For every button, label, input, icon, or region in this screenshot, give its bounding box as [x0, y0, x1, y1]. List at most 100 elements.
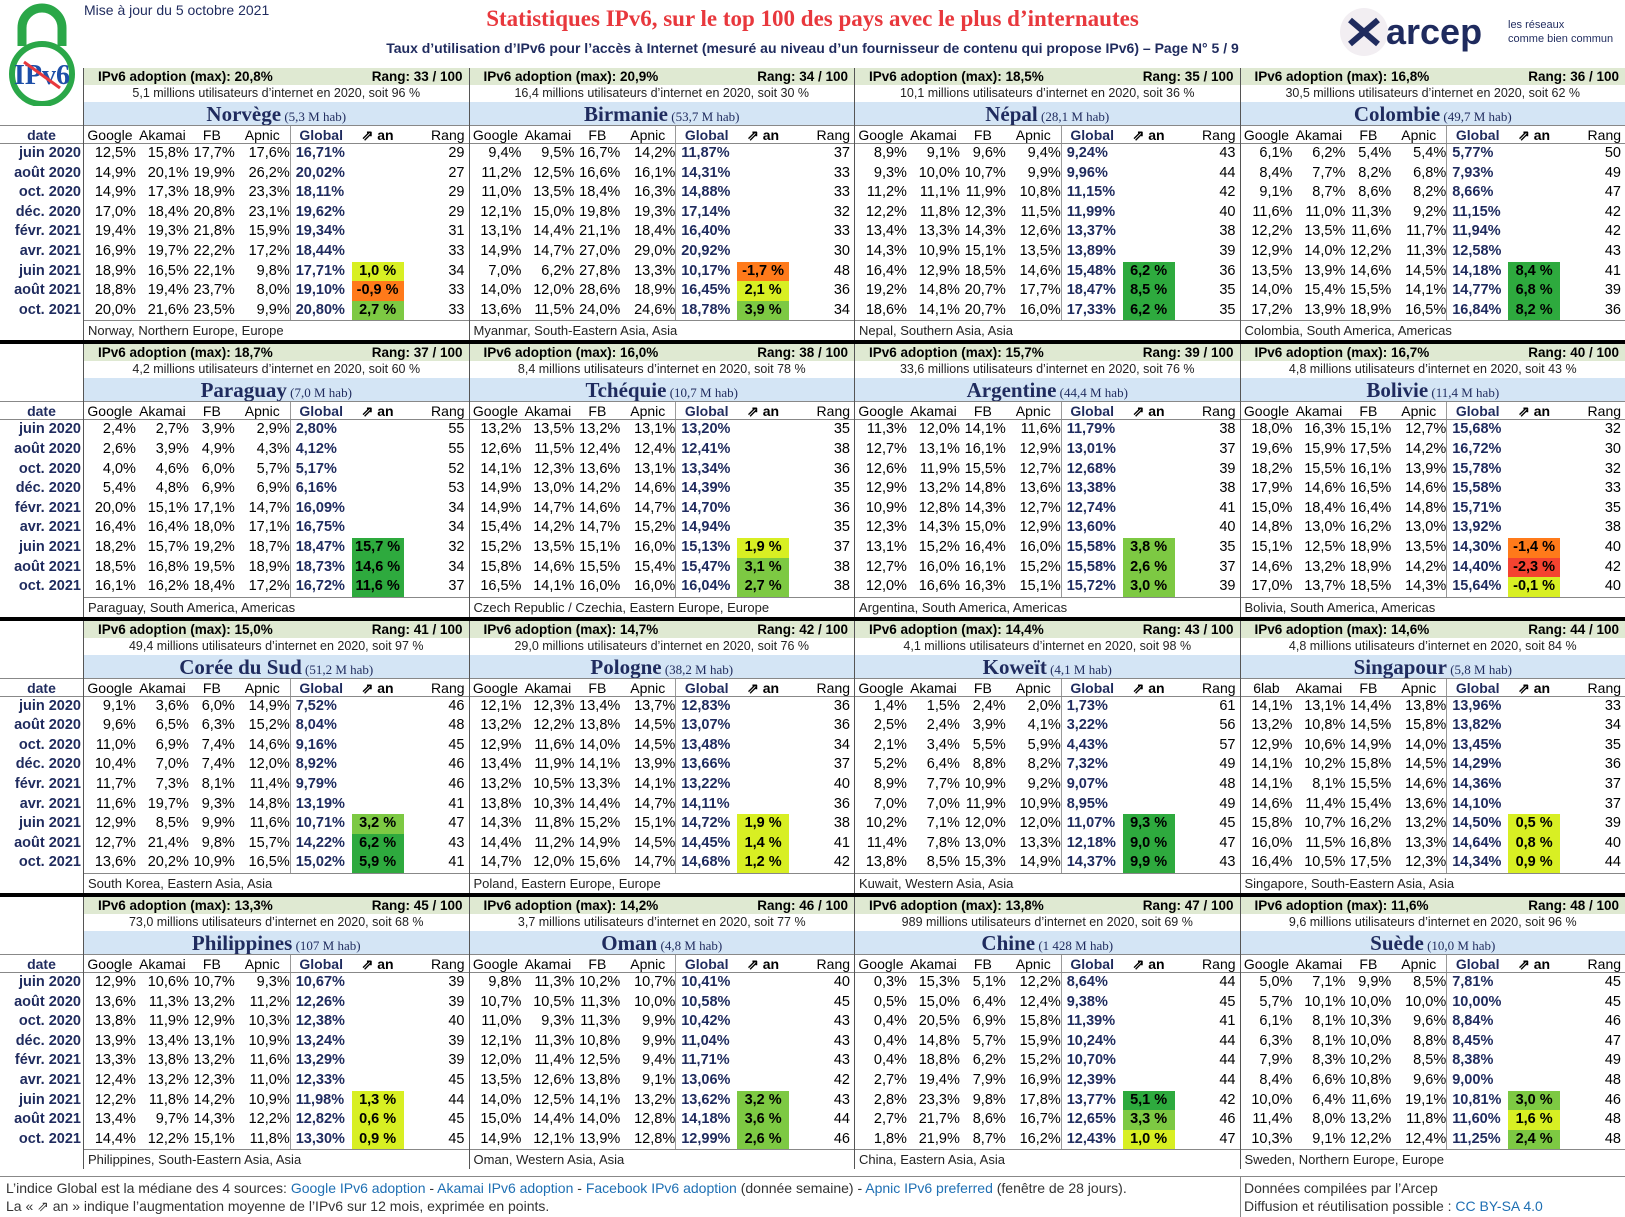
table-cell: 16,5% — [470, 577, 522, 597]
trend-cell — [1508, 183, 1560, 203]
table-cell: 15,8% — [136, 144, 189, 164]
table-cell: 19,8% — [574, 203, 620, 223]
trend-cell: 5,1 % — [1123, 1091, 1175, 1111]
table-cell: 38 — [1175, 222, 1240, 242]
column-header: Google — [470, 126, 522, 143]
global-cell: 15,71% — [1446, 499, 1508, 519]
facebook-ipv6-link[interactable]: Facebook IPv6 adoption — [586, 1180, 737, 1196]
akamai-ipv6-link[interactable]: Akamai IPv6 adoption — [437, 1180, 573, 1196]
table-cell: 14,0% — [1241, 281, 1293, 301]
table-row: 13,4%9,7%14,3%12,2%12,82%0,6 %45 — [84, 1110, 469, 1130]
table-cell: 13,3% — [620, 262, 675, 282]
table-row: 12,9%10,6%10,7%9,3%10,67%39 — [84, 973, 469, 993]
table-cell: 34 — [404, 262, 469, 282]
table-cell: 38 — [789, 558, 854, 578]
table-cell: 13,8% — [855, 853, 907, 873]
table-cell: 36 — [789, 716, 854, 736]
country-panel: IPv6 adoption (max): 14,2%Rang: 46 / 100… — [469, 897, 855, 1169]
table-row: 11,6%11,0%11,3%9,2%11,15%42 — [1241, 203, 1625, 223]
country-title: Paraguay (7,0 M hab) — [84, 378, 469, 401]
table-cell: 0,4% — [855, 1032, 907, 1052]
trend-cell: 15,7 % — [352, 538, 404, 558]
trend-cell: -2,3 % — [1508, 558, 1560, 578]
table-cell: 40 — [1175, 518, 1240, 538]
table-cell: 13,4% — [470, 755, 522, 775]
adoption-max: IPv6 adoption (max): 15,7% — [869, 344, 1044, 361]
table-cell: 14,6% — [1006, 262, 1061, 282]
country-title: Tchéquie (10,7 M hab) — [470, 378, 855, 401]
arcep-tagline-1: les réseaux — [1508, 19, 1565, 31]
trend-cell — [1123, 697, 1175, 717]
column-header: Global — [1446, 955, 1508, 972]
table-cell: 42 — [1560, 222, 1625, 242]
global-cell: 14,72% — [675, 814, 737, 834]
date-label: oct. 2020 — [0, 460, 83, 480]
table-row: 12,1%12,3%13,4%13,7%12,83%36 — [470, 697, 855, 717]
table-row: 8,4%7,7%8,2%6,8%7,93%49 — [1241, 164, 1625, 184]
column-header: Rang — [404, 679, 469, 696]
table-row: 16,9%19,7%22,2%17,2%18,44%33 — [84, 242, 469, 262]
trend-cell — [352, 499, 404, 519]
table-row: 20,0%21,6%23,5%9,9%20,80%2,7 %33 — [84, 301, 469, 321]
table-row: 11,0%13,5%18,4%16,3%14,88%33 — [470, 183, 855, 203]
trend-cell — [1123, 1012, 1175, 1032]
trend-cell: 2,6 % — [737, 1130, 789, 1150]
date-label: déc. 2020 — [0, 203, 83, 223]
table-cell: 10,7% — [620, 973, 675, 993]
table-cell: 11,0% — [470, 183, 522, 203]
table-cell: 10,5% — [1292, 853, 1345, 873]
country-panel: IPv6 adoption (max): 15,0%Rang: 41 / 100… — [83, 621, 469, 893]
table-cell: 35 — [789, 518, 854, 538]
trend-cell: -1,4 % — [1508, 538, 1560, 558]
date-label: févr. 2021 — [0, 775, 83, 795]
table-cell: 10,7% — [470, 993, 522, 1013]
table-cell: 34 — [789, 736, 854, 756]
table-cell: 13,0% — [960, 834, 1006, 854]
table-cell: 16,1% — [1345, 460, 1391, 480]
global-cell: 9,07% — [1061, 775, 1123, 795]
table-cell: 12,9% — [189, 1012, 235, 1032]
table-row: 13,3%13,8%13,2%11,6%13,29%39 — [84, 1051, 469, 1071]
table-cell: 15,9% — [1006, 1032, 1061, 1052]
trend-cell — [737, 144, 789, 164]
trend-cell — [352, 716, 404, 736]
page-footer: L’indice Global est la médiane des 4 sou… — [0, 1176, 1625, 1216]
table-cell: 10,9% — [189, 853, 235, 873]
table-cell: 12,4% — [620, 440, 675, 460]
trend-cell: 3,0 % — [1508, 1091, 1560, 1111]
table-cell: 12,6% — [855, 460, 907, 480]
table-cell: 14,8% — [960, 479, 1006, 499]
global-cell: 20,92% — [675, 242, 737, 262]
table-cell: 15,2% — [620, 518, 675, 538]
table-cell: 14,4% — [84, 1130, 136, 1150]
table-row: 8,9%7,7%10,9%9,2%9,07%48 — [855, 775, 1240, 795]
table-cell: 7,1% — [1292, 973, 1345, 993]
apnic-ipv6-link[interactable]: Apnic IPv6 preferred — [865, 1180, 993, 1196]
global-cell: 12,33% — [290, 1071, 352, 1091]
table-cell: 15,0% — [1241, 499, 1293, 519]
internet-users: 3,7 millions utilisateurs d’internet en … — [470, 914, 855, 931]
table-cell: 15,2% — [470, 538, 522, 558]
trend-cell — [352, 1032, 404, 1052]
table-cell: 33 — [404, 242, 469, 262]
table-cell: 20,7% — [960, 301, 1006, 321]
adoption-rank: Rang: 42 / 100 — [757, 621, 848, 638]
trend-cell — [1508, 499, 1560, 519]
global-cell: 12,68% — [1061, 460, 1123, 480]
google-ipv6-link[interactable]: Google IPv6 adoption — [291, 1180, 426, 1196]
table-cell: 6,4% — [960, 993, 1006, 1013]
table-cell: 11,6% — [1006, 420, 1061, 440]
license-link[interactable]: CC BY-SA 4.0 — [1455, 1198, 1542, 1214]
global-cell: 10,58% — [675, 993, 737, 1013]
table-cell: 18,9% — [1345, 558, 1391, 578]
column-header: FB — [574, 955, 620, 972]
global-cell: 15,58% — [1446, 479, 1508, 499]
table-row: 10,0%6,4%11,6%19,1%10,81%3,0 %46 — [1241, 1091, 1625, 1111]
global-cell: 16,45% — [675, 281, 737, 301]
global-cell: 14,22% — [290, 834, 352, 854]
table-cell: 16,5% — [1345, 479, 1391, 499]
table-cell: 48 — [1175, 775, 1240, 795]
table-row: 12,2%11,8%12,3%11,5%11,99%40 — [855, 203, 1240, 223]
trend-cell — [352, 144, 404, 164]
